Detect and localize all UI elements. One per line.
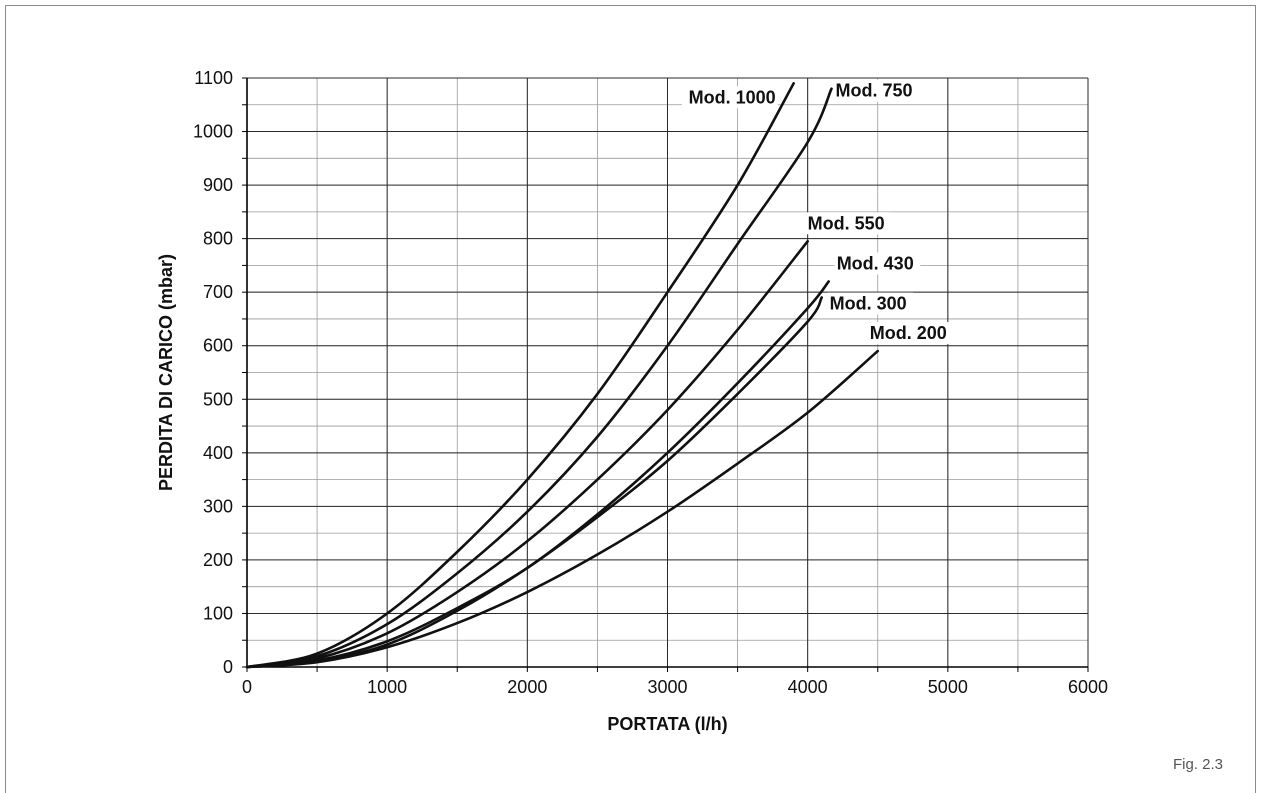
figure-number: Fig. 2.3: [1172, 756, 1223, 773]
y-tick-label: 1000: [193, 122, 233, 142]
series-line-mod-430: [245, 280, 830, 669]
y-tick-label: 500: [203, 389, 233, 409]
y-tick-label: 0: [223, 657, 233, 677]
y-tick-label: 700: [203, 282, 233, 302]
series-label-bg: [805, 212, 892, 235]
y-tick-label: 600: [203, 336, 233, 356]
y-tick-label: 1100: [194, 68, 233, 88]
series-line-mod-300: [245, 296, 823, 669]
series-label: Mod. 1000: [689, 87, 776, 107]
tick-labels: 0 1000 2000 3000 4000 5000 6000 0 100 200 300 400 50…: [193, 68, 1108, 697]
x-tick-label: 4000: [788, 677, 828, 697]
series-labels: Mod. 1000 Mod. 750 Mod. 550 Mod. 430 Mod. 30…: [681, 79, 954, 345]
y-axis-title: PERDITA DI CARICO (mbar): [156, 254, 176, 491]
x-tick-label: 1000: [367, 677, 407, 697]
figure-frame: [5, 5, 1256, 793]
series-label-bg: [834, 252, 921, 275]
y-tick-label: 900: [203, 175, 233, 195]
y-tick-label: 300: [203, 496, 233, 516]
series-lines: [245, 82, 880, 669]
series-label: Mod. 200: [870, 323, 947, 343]
series-line-mod-750: [245, 87, 833, 669]
series-label: Mod. 550: [808, 213, 885, 233]
series-label: Mod. 750: [835, 81, 912, 101]
series-label: Mod. 430: [837, 253, 914, 273]
x-axis-title: PORTATA (l/h): [607, 714, 727, 734]
series-line-mod-1000: [245, 82, 795, 669]
series-label-bg: [681, 86, 778, 109]
y-tick-label: 400: [203, 443, 233, 463]
axes: [242, 77, 1089, 672]
y-tick-label: 200: [203, 550, 233, 570]
series-label-bg: [867, 322, 954, 345]
y-tick-label: 800: [203, 229, 233, 249]
x-tick-label: 3000: [647, 677, 687, 697]
series-label-bg: [833, 79, 920, 102]
x-tick-label: 6000: [1068, 677, 1108, 697]
y-tick-label: 100: [203, 603, 233, 623]
x-tick-label: 0: [242, 677, 252, 697]
series-label-bg: [827, 292, 914, 315]
x-tick-label: 5000: [928, 677, 968, 697]
series-label: Mod. 300: [830, 294, 907, 314]
series-line-mod-550: [245, 240, 809, 669]
series-line-mod-200: [245, 349, 880, 669]
x-tick-label: 2000: [507, 677, 547, 697]
